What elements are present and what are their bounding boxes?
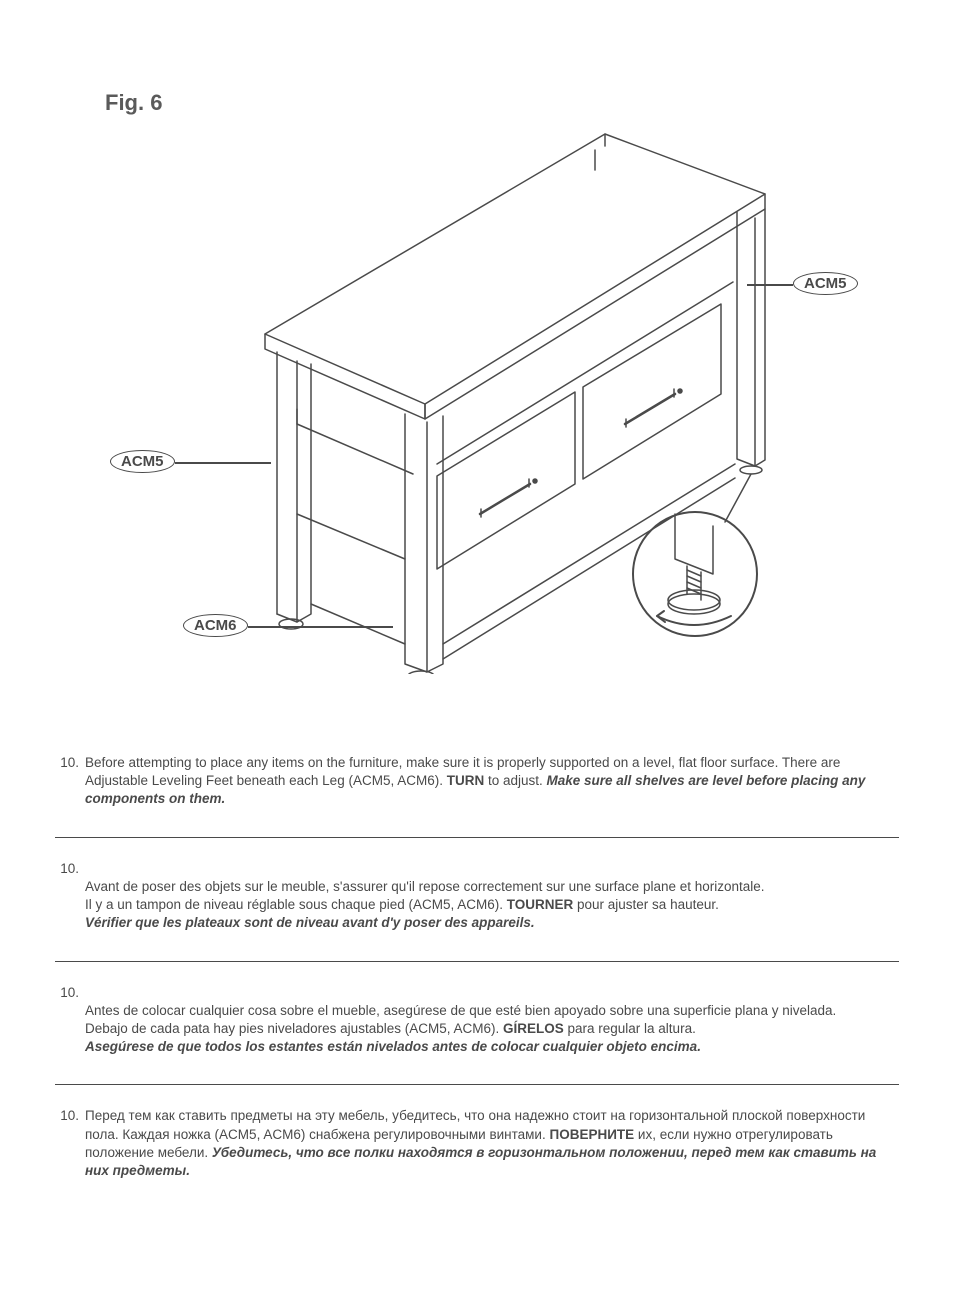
divider — [55, 1084, 899, 1085]
step-number: 10. — [55, 754, 85, 809]
leader-line — [175, 462, 271, 464]
step-text: Antes de colocar cualquier cosa sobre el… — [85, 984, 899, 1057]
step-number: 10. — [55, 860, 85, 933]
step-text: Перед тем как ставить предметы на эту ме… — [85, 1107, 899, 1180]
text-bold: TURN — [447, 773, 485, 788]
step-number: 10. — [55, 984, 85, 1057]
leader-line — [747, 284, 793, 286]
divider — [55, 961, 899, 962]
step-number: 10. — [55, 1107, 85, 1180]
furniture-illustration — [205, 114, 805, 674]
text-bold: GÍRELOS — [503, 1021, 564, 1036]
assembly-instruction-page: Fig. 6 — [0, 0, 954, 1234]
divider — [55, 837, 899, 838]
step-text: Before attempting to place any items on … — [85, 754, 899, 809]
text-segment: pour ajuster sa hauteur. — [573, 897, 719, 912]
label-acm5-right: ACM5 — [793, 272, 858, 295]
instruction-es: 10. Antes de colocar cualquier cosa sobr… — [55, 984, 899, 1071]
label-acm5-left: ACM5 — [110, 450, 175, 473]
figure-diagram: ACM5 ACM5 ACM6 — [55, 124, 899, 684]
text-emphasis: Vérifier que les plateaux sont de niveau… — [85, 915, 535, 930]
instruction-en: 10. Before attempting to place any items… — [55, 754, 899, 823]
step-text: Avant de poser des objets sur le meuble,… — [85, 860, 899, 933]
text-segment: para regular la altura. — [564, 1021, 696, 1036]
instruction-ru: 10. Перед тем как ставить предметы на эт… — [55, 1107, 899, 1194]
leader-line — [248, 626, 393, 628]
text-bold: ПОВЕРНИТЕ — [549, 1127, 634, 1142]
figure-title: Fig. 6 — [105, 90, 899, 116]
text-segment: Antes de colocar cualquier cosa sobre el… — [85, 1003, 836, 1036]
text-emphasis: Asegúrese de que todos los estantes está… — [85, 1039, 701, 1054]
instructions-section: 10. Before attempting to place any items… — [55, 754, 899, 1194]
instruction-fr: 10. Avant de poser des objets sur le meu… — [55, 860, 899, 947]
text-segment: to adjust. — [484, 773, 546, 788]
text-bold: TOURNER — [507, 897, 574, 912]
label-acm6: ACM6 — [183, 614, 248, 637]
